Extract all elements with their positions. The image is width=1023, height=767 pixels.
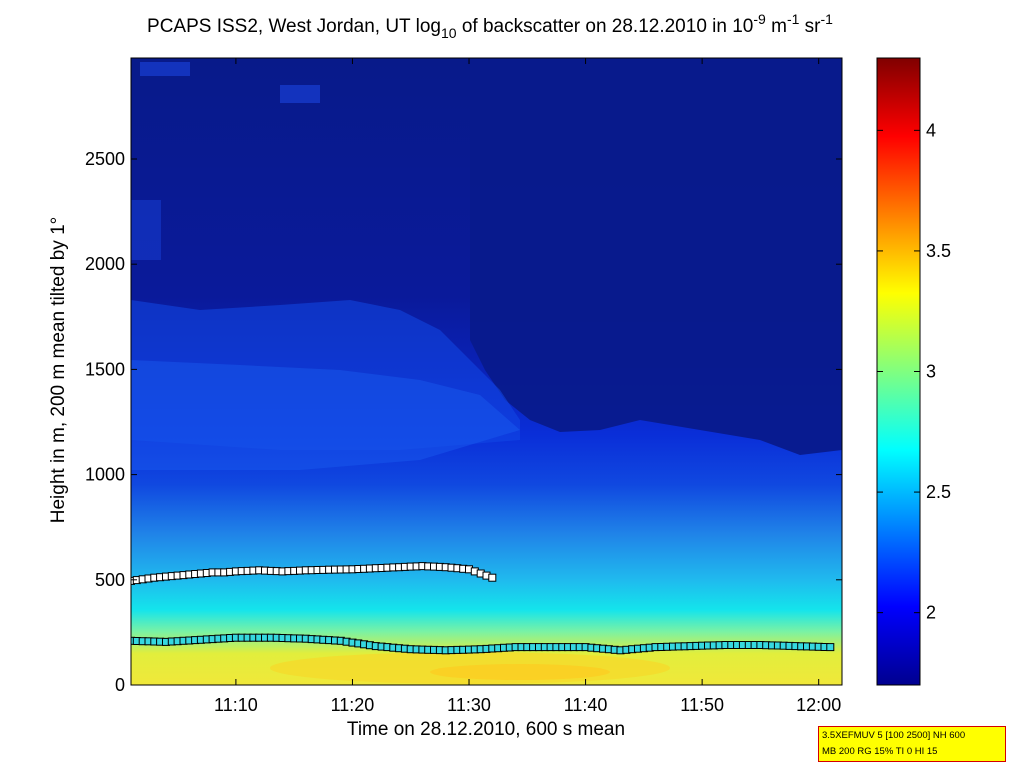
heatmap-field	[131, 58, 842, 685]
heatmap-blue-patch	[131, 300, 520, 450]
y-tick-label: 2500	[85, 149, 125, 169]
heatmap-speckle	[140, 62, 190, 76]
x-tick-label: 12:00	[796, 695, 841, 715]
x-tick-label: 11:10	[214, 695, 258, 715]
x-tick-label: 11:30	[447, 695, 491, 715]
height-marker	[488, 573, 497, 582]
x-axis-label: Time on 28.12.2010, 600 s mean	[347, 719, 625, 740]
y-tick-label: 1000	[85, 465, 125, 485]
y-tick-label: 1500	[85, 359, 125, 379]
info-line: MB 200 RG 15% TI 0 HI 15	[822, 746, 938, 757]
y-tick-label: 500	[95, 570, 125, 590]
height-markers	[131, 562, 835, 655]
info-box: 3.5XEFMUV 5 [100 2500] NH 600 MB 200 RG …	[818, 726, 1006, 762]
colorbar-tick-label: 3	[926, 362, 936, 382]
y-tick-label: 0	[115, 675, 125, 695]
heatmap-orange-core	[430, 664, 610, 680]
colorbar-tick-label: 3.5	[926, 241, 951, 261]
x-tick-label: 11:20	[331, 695, 375, 715]
colorbar-tick-label: 2.5	[926, 482, 951, 502]
y-axis-label: Height in m, 200 m mean tilted by 1°	[48, 217, 69, 523]
x-tick-label: 11:40	[564, 695, 608, 715]
y-tick-label: 2000	[85, 254, 125, 274]
colorbar-tick-label: 2	[926, 603, 936, 623]
plot-frame	[130, 57, 843, 686]
heatmap-speckle	[131, 200, 161, 260]
chart-title: PCAPS ISS2, West Jordan, UT log10 of bac…	[147, 11, 833, 41]
heatmap-speckle	[280, 85, 320, 103]
colorbar-tick-label: 4	[926, 120, 936, 140]
height-marker	[826, 643, 835, 652]
colorbar	[876, 57, 921, 686]
x-tick-label: 11:50	[680, 695, 724, 715]
y-axis: 0 500 1000 1500 2000 2500	[85, 149, 842, 695]
x-axis: 11:10 11:20 11:30 11:40 11:50 12:00	[214, 58, 841, 715]
info-line: 3.5XEFMUV 5 [100 2500] NH 600	[822, 730, 966, 741]
heatmap-dark-region	[470, 58, 842, 455]
heatmap-blue-patch	[131, 360, 520, 470]
colorbar-axis: 2 2.5 3 3.5 4	[877, 120, 951, 623]
